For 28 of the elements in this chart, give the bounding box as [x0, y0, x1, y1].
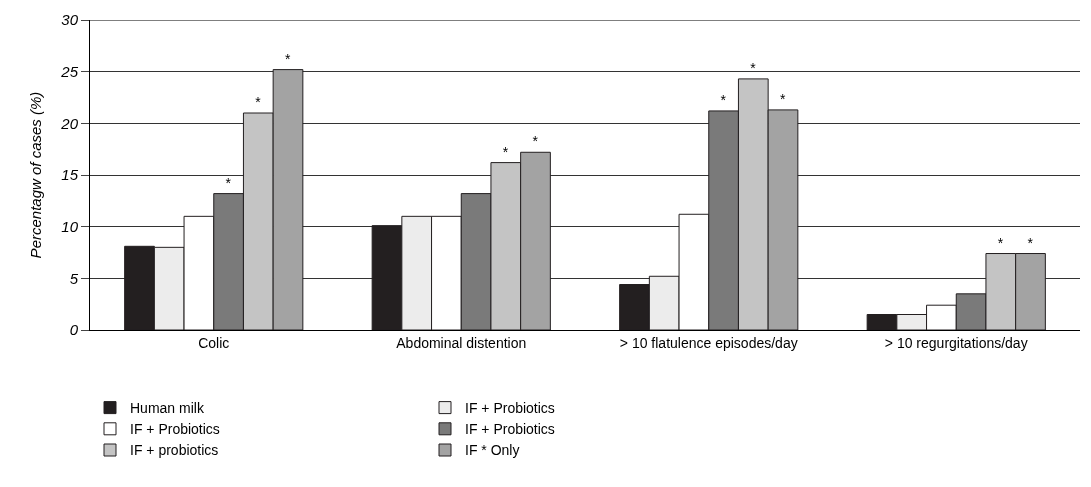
y-tick-label: 5 — [69, 269, 79, 287]
y-tick-label: 25 — [60, 62, 79, 80]
data-label: * — [1027, 234, 1034, 251]
y-tick-label: 30 — [61, 11, 79, 29]
legend-label: IF * Only — [465, 442, 520, 459]
legend-label: Human milk — [130, 400, 205, 417]
y-axis-title: Percentagw of cases (%) — [26, 91, 44, 259]
y-tick-label: 10 — [61, 217, 79, 235]
data-label: * — [997, 234, 1004, 251]
data-label: * — [255, 94, 262, 110]
legend-label: IF + Probiotics — [130, 421, 220, 438]
data-label: * — [285, 50, 291, 67]
legend-label: IF + Probiotics — [465, 400, 555, 417]
x-tick-label: Colic — [198, 334, 230, 351]
data-label: * — [780, 90, 786, 107]
data-label: * — [225, 174, 232, 191]
y-tick-label: 15 — [61, 166, 79, 184]
x-tick-label: > 10 regurgitations/day — [884, 334, 1028, 351]
data-label: * — [750, 59, 757, 76]
data-label: * — [720, 91, 727, 108]
legend-label: IF + Probiotics — [465, 421, 555, 438]
y-tick-label: 20 — [60, 114, 79, 132]
legend-label: IF + probiotics — [130, 442, 219, 459]
x-tick-label: Abdominal distention — [396, 334, 527, 351]
data-label: * — [502, 143, 509, 160]
x-tick-label: > 10 flatulence episodes/day — [619, 334, 798, 351]
y-tick-label: 0 — [69, 321, 79, 339]
data-label: * — [532, 133, 539, 150]
